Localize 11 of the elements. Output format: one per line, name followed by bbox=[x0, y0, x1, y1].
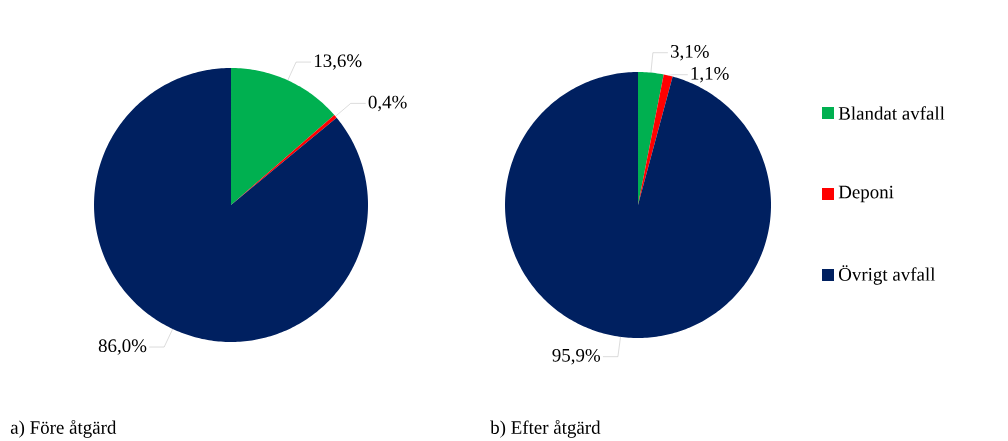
legend-label: Blandat avfall bbox=[838, 106, 945, 120]
legend-label: Övrigt avfall bbox=[838, 265, 936, 285]
text: a) Före åtgärd bbox=[10, 419, 117, 438]
data-label: 0,4% bbox=[368, 95, 407, 112]
data-label: 13,6% bbox=[314, 54, 362, 70]
legend-label: Deponi bbox=[838, 185, 894, 203]
data-label: 3,1% bbox=[670, 44, 709, 61]
data-label: 1,1% bbox=[691, 66, 729, 83]
text: b) Efter åtgärd bbox=[490, 420, 601, 438]
data-label: 95,9% bbox=[552, 348, 601, 365]
data-label: 86,0% bbox=[98, 339, 147, 355]
